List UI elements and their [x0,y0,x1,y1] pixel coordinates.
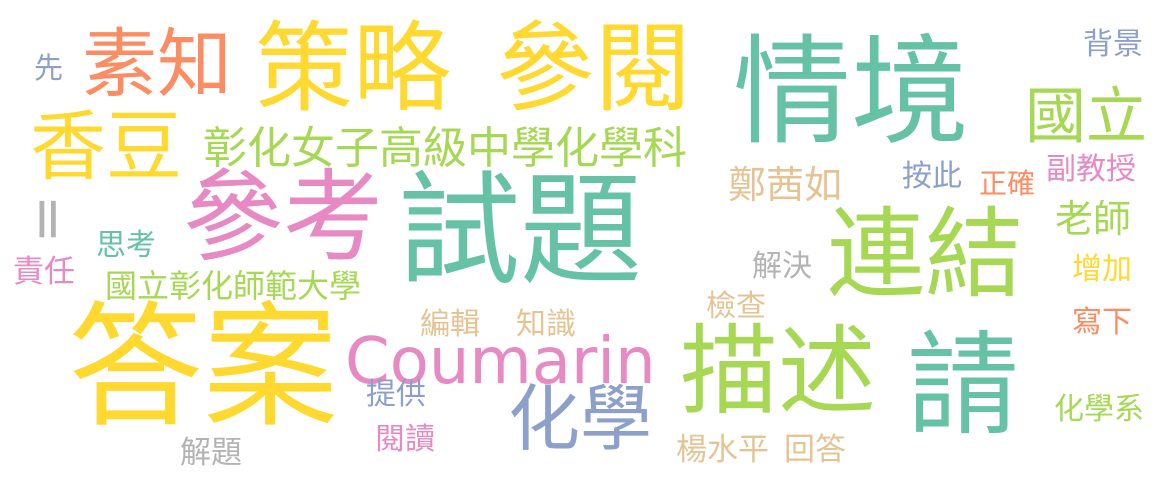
word-coumarin: Coumarin [345,325,656,399]
word-guoli: 國立 [1025,81,1148,152]
word-bianji: 編輯 [420,307,480,342]
word-sikao: 思考 [96,228,156,263]
word-xiexia: 寫下 [1072,305,1132,340]
word-celue: 策略 [255,12,452,126]
word-zheng-qianru: 鄭茜如 [728,163,843,207]
word-zhengque: 正確 [979,167,1036,200]
word-xian: 先 [34,51,64,85]
word-zeren: 責任 [13,254,75,290]
word-jieti: 解題 [180,435,242,471]
word-huida: 回答 [784,432,846,468]
word-zhishi: 知識 [516,307,576,342]
word-yang-shuiping: 楊水平 [676,432,769,468]
word-xiangdou: 香豆 [30,102,182,191]
word-school-chem-dept: 彰化女子高級中學化學科 [203,123,687,174]
word-jiejue: 解決 [752,249,812,284]
word-beijing: 背景 [1083,27,1143,62]
word-qing: 請 [907,321,1019,451]
word-zengjia: 增加 [1072,252,1132,287]
word-daan: 答案 [68,289,338,446]
word-equals: = [15,194,84,244]
word-canyue: 參閱 [496,12,693,126]
word-miaoshu: 描述 [680,315,877,429]
word-lianjie: 連結 [827,198,1024,312]
word-shiti: 試題 [398,160,642,302]
word-cankao: 參考 [183,159,383,276]
word-yuedu: 閱讀 [375,422,435,457]
word-fujiaoshou: 副教授 [1046,152,1136,187]
word-huaxuexi: 化學系 [1054,392,1144,427]
word-qingjing: 情境 [733,23,970,161]
word-suzhi: 素知 [82,20,233,108]
word-jiancha: 檢查 [706,289,766,324]
word-laoshi: 老師 [1055,197,1132,241]
word-huaxue: 化學 [508,377,653,461]
word-ncue: 國立彰化師範大學 [105,267,362,305]
word-tigong: 提供 [366,377,426,412]
word-anci: 按此 [902,159,962,194]
